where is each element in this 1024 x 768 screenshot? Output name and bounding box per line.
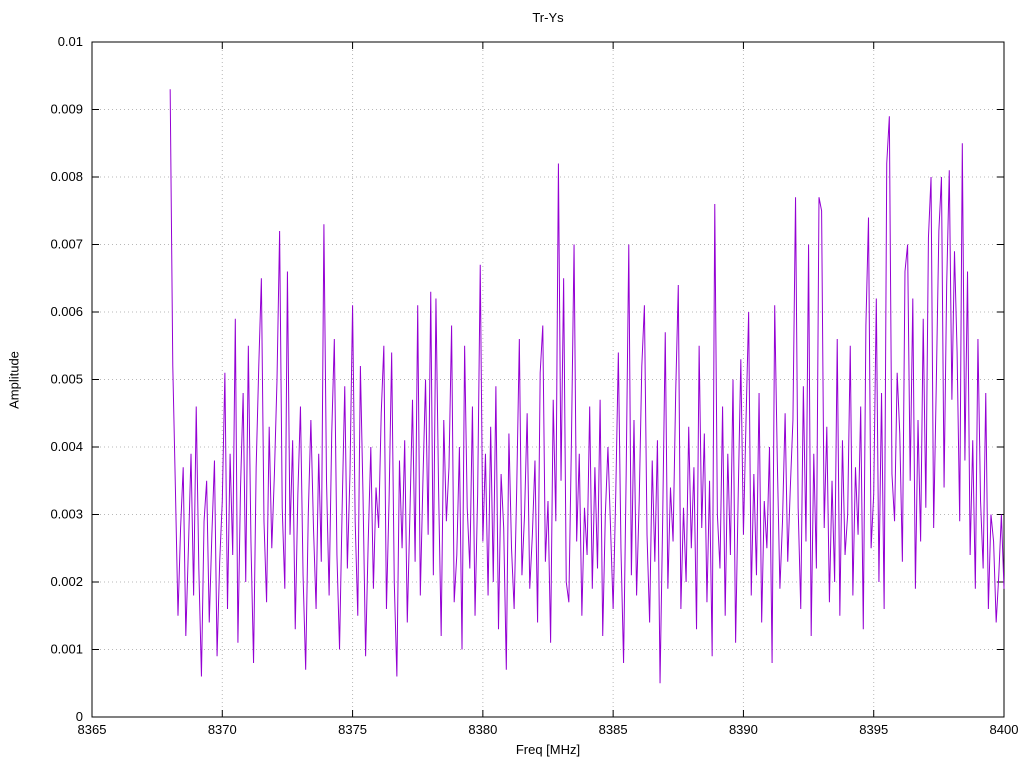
y-tick-label: 0.009	[50, 102, 83, 117]
y-tick-label: 0.006	[50, 304, 83, 319]
x-tick-label: 8370	[208, 722, 237, 737]
y-tick-label: 0.007	[50, 237, 83, 252]
x-axis-label: Freq [MHz]	[515, 742, 581, 757]
data-series-line	[169, 89, 1005, 684]
x-tick-label: 8375	[338, 722, 367, 737]
y-tick-label: 0.003	[50, 507, 83, 522]
x-tick-label: 8380	[468, 722, 497, 737]
y-tick-label: 0.005	[50, 372, 83, 387]
y-tick-label: 0.001	[50, 642, 83, 657]
y-tick-label: 0.004	[50, 439, 83, 454]
x-tick-label: 8400	[990, 722, 1019, 737]
y-tick-label: 0.008	[50, 169, 83, 184]
chart-title: Tr-Ys	[532, 10, 564, 25]
y-tick-label: 0.01	[58, 34, 83, 49]
x-tick-label: 8390	[729, 722, 758, 737]
x-tick-label: 8385	[599, 722, 628, 737]
y-tick-label: 0	[76, 709, 83, 724]
y-tick-label: 0.002	[50, 574, 83, 589]
x-tick-label: 8395	[859, 722, 888, 737]
x-tick-label: 8365	[78, 722, 107, 737]
